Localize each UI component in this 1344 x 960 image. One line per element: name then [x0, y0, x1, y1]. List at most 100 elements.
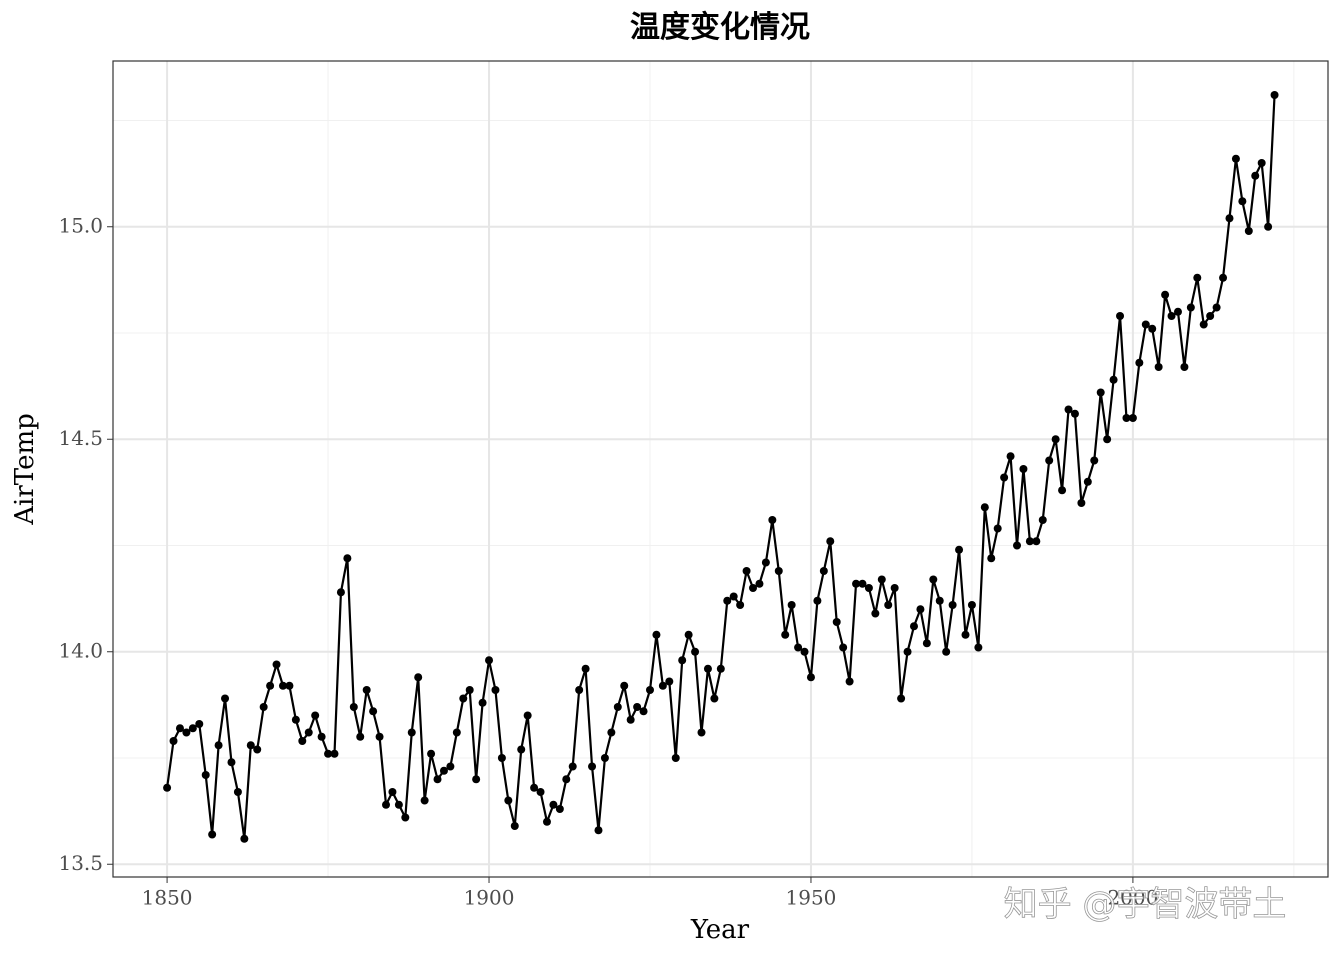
- point: [1083, 477, 1092, 486]
- watermark: 知乎 @宇智波带土: [1004, 885, 1287, 925]
- point: [1109, 375, 1118, 384]
- point: [1231, 154, 1240, 163]
- point: [555, 805, 564, 813]
- point: [175, 724, 184, 733]
- point: [691, 647, 700, 656]
- point: [1251, 171, 1260, 180]
- point: [575, 686, 584, 694]
- point: [317, 732, 326, 741]
- point: [1116, 312, 1125, 320]
- point: [1270, 91, 1279, 99]
- point: [1154, 363, 1163, 371]
- point: [948, 601, 957, 609]
- point: [871, 609, 880, 618]
- point: [1180, 363, 1189, 371]
- point: [163, 783, 172, 792]
- point: [1070, 409, 1079, 418]
- y-tick-label: 14.5: [58, 426, 103, 450]
- x-tick-label: 1850: [142, 886, 193, 910]
- point: [652, 630, 661, 639]
- point: [1122, 414, 1131, 422]
- point: [227, 758, 236, 767]
- point: [427, 749, 436, 758]
- point: [955, 545, 964, 554]
- point: [439, 766, 448, 775]
- point: [420, 796, 429, 805]
- point: [736, 601, 745, 609]
- point: [536, 788, 545, 796]
- point: [485, 656, 494, 665]
- point: [613, 703, 622, 711]
- point: [504, 796, 513, 805]
- point: [864, 584, 873, 592]
- point: [1077, 499, 1086, 507]
- point: [890, 584, 899, 592]
- point: [304, 728, 313, 737]
- point: [523, 711, 532, 720]
- point: [414, 673, 423, 682]
- point: [832, 618, 841, 626]
- point: [562, 775, 571, 784]
- y-tick-label: 14.0: [58, 638, 103, 662]
- point: [594, 826, 603, 835]
- point: [781, 630, 790, 639]
- point: [343, 554, 352, 563]
- point: [800, 647, 809, 656]
- chart-title: 温度变化情况: [630, 10, 810, 45]
- point: [633, 703, 642, 711]
- plot: 1850 1900 1950 2000 13.5 14.0 14.5 15.0: [58, 60, 1329, 910]
- point: [1045, 456, 1054, 465]
- point: [382, 800, 391, 809]
- point: [987, 554, 996, 563]
- point: [259, 703, 268, 711]
- point: [517, 745, 526, 754]
- point: [1148, 324, 1157, 333]
- point: [1038, 516, 1047, 524]
- point: [897, 694, 906, 703]
- point: [182, 728, 191, 737]
- point: [710, 694, 719, 703]
- point: [1219, 273, 1228, 282]
- point: [980, 503, 989, 512]
- point: [491, 686, 500, 694]
- point: [369, 707, 378, 716]
- point: [961, 630, 970, 639]
- point: [362, 686, 371, 694]
- point: [1225, 214, 1234, 223]
- point: [967, 601, 976, 609]
- point: [1096, 388, 1105, 397]
- point: [472, 775, 481, 784]
- point: [1199, 320, 1208, 329]
- grid: [113, 61, 1328, 877]
- point: [1173, 307, 1182, 316]
- point: [974, 643, 983, 652]
- point: [285, 681, 294, 690]
- point: [530, 783, 539, 792]
- point: [703, 664, 712, 673]
- point: [394, 800, 403, 809]
- point: [246, 741, 255, 750]
- point: [298, 737, 307, 745]
- point: [1257, 159, 1266, 167]
- point: [645, 686, 654, 694]
- point: [1058, 486, 1067, 495]
- point: [356, 732, 365, 741]
- point: [446, 762, 455, 771]
- point: [253, 745, 262, 754]
- point: [214, 741, 223, 750]
- point: [884, 601, 893, 609]
- point: [1161, 290, 1170, 299]
- point: [169, 737, 178, 745]
- point: [639, 707, 648, 716]
- point: [1000, 473, 1009, 482]
- point: [852, 579, 861, 588]
- point: [607, 728, 616, 737]
- point: [452, 728, 461, 737]
- point: [278, 681, 287, 690]
- point: [568, 762, 577, 771]
- point: [929, 575, 938, 584]
- y-tick-label: 13.5: [58, 851, 103, 875]
- point: [549, 800, 558, 809]
